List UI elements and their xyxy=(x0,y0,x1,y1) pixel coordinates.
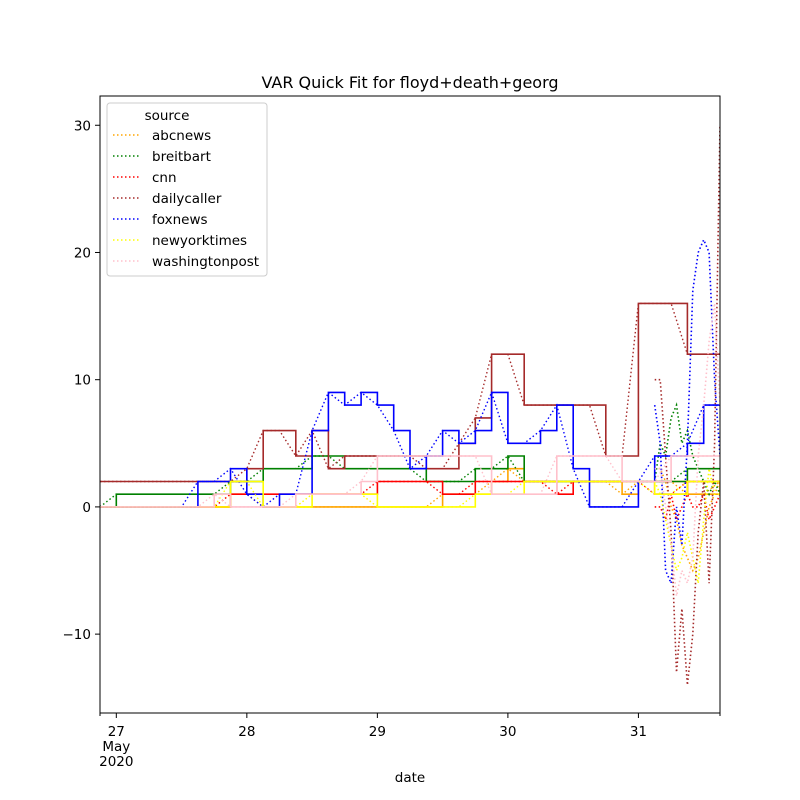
x-tick-label: May xyxy=(102,739,130,755)
series-dailycaller-fitted-line xyxy=(100,302,720,483)
legend-label-washingtonpost: washingtonpost xyxy=(152,254,259,270)
series-foxnews-fitted-line xyxy=(100,390,720,508)
series-foxnews-forecast-line xyxy=(653,237,720,584)
legend-label-foxnews: foxnews xyxy=(152,212,208,228)
legend-label-cnn: cnn xyxy=(152,170,177,186)
plot-frame xyxy=(99,95,721,714)
legend-label-dailycaller: dailycaller xyxy=(152,191,222,207)
series-dailycaller-observed-line xyxy=(100,302,720,483)
series-washingtonpost-forecast-line xyxy=(654,303,720,597)
legend-label-abcnews: abcnews xyxy=(152,128,211,144)
x-tick-label: 2020 xyxy=(99,754,133,770)
y-tick-label: 20 xyxy=(74,245,91,261)
chart-title: VAR Quick Fit for floyd+death+georg xyxy=(261,73,558,92)
legend-title: source xyxy=(145,108,190,124)
x-tick-label: 31 xyxy=(630,724,647,740)
x-tick-label: 29 xyxy=(369,724,386,740)
y-tick-label: 30 xyxy=(74,118,91,134)
y-tick-label: 0 xyxy=(82,500,91,516)
x-tick-label: 30 xyxy=(499,724,516,740)
x-tick-label: 28 xyxy=(238,724,255,740)
y-tick-label: 10 xyxy=(74,373,91,389)
series-newyorktimes-observed-line xyxy=(100,480,720,508)
y-tick-label: −10 xyxy=(63,627,92,643)
series-newyorktimes-fitted-line xyxy=(100,480,720,508)
legend: source abcnews breitbart cnn dailycaller foxn… xyxy=(106,102,268,277)
legend-box xyxy=(106,102,268,277)
legend-label-newyorktimes: newyorktimes xyxy=(152,233,247,249)
x-tick-label: 27 xyxy=(108,724,125,740)
x-axis-label: date xyxy=(395,770,425,786)
y-axis: −10 0 10 20 30 xyxy=(63,118,100,643)
series-washingtonpost-fitted-line xyxy=(100,455,720,508)
series-layer xyxy=(100,125,720,686)
series-dailycaller-forecast-line xyxy=(654,125,720,686)
legend-label-breitbart: breitbart xyxy=(152,149,211,165)
